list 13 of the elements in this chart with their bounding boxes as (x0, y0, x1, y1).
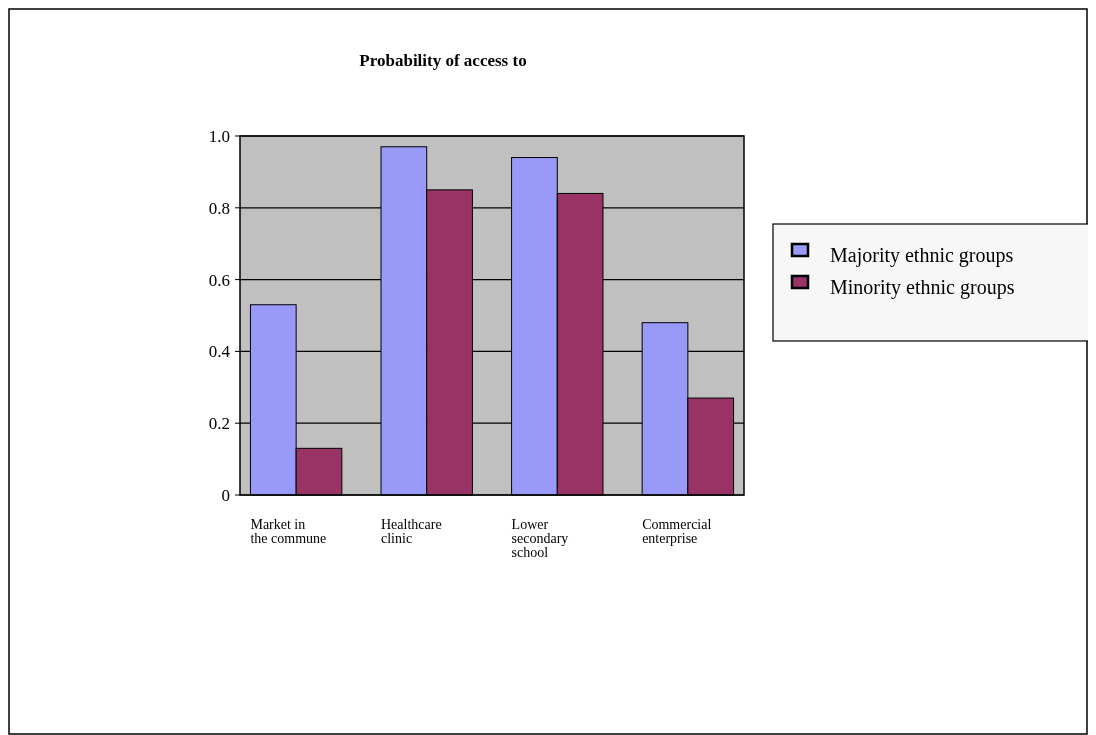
x-tick-label: Healthcare clinic (381, 517, 442, 546)
y-tick-label: 0.6 (208, 270, 230, 290)
chart-title: Probability of access to (359, 51, 527, 70)
legend-label: Minority ethnic groups (830, 276, 1015, 299)
x-tick-label: Market in the commune (250, 517, 327, 546)
y-tick-label: 0 (221, 485, 230, 505)
y-tick-label: 0.8 (208, 198, 230, 218)
y-tick-label: 1.0 (208, 126, 230, 146)
y-tick-label: 0.2 (208, 414, 230, 434)
x-tick-label: Lower secondary school (511, 517, 569, 560)
y-tick-label: 0.4 (208, 342, 231, 362)
x-tick-label: Commercial enterprise (642, 517, 712, 546)
legend-label: Majority ethnic groups (830, 244, 1014, 267)
